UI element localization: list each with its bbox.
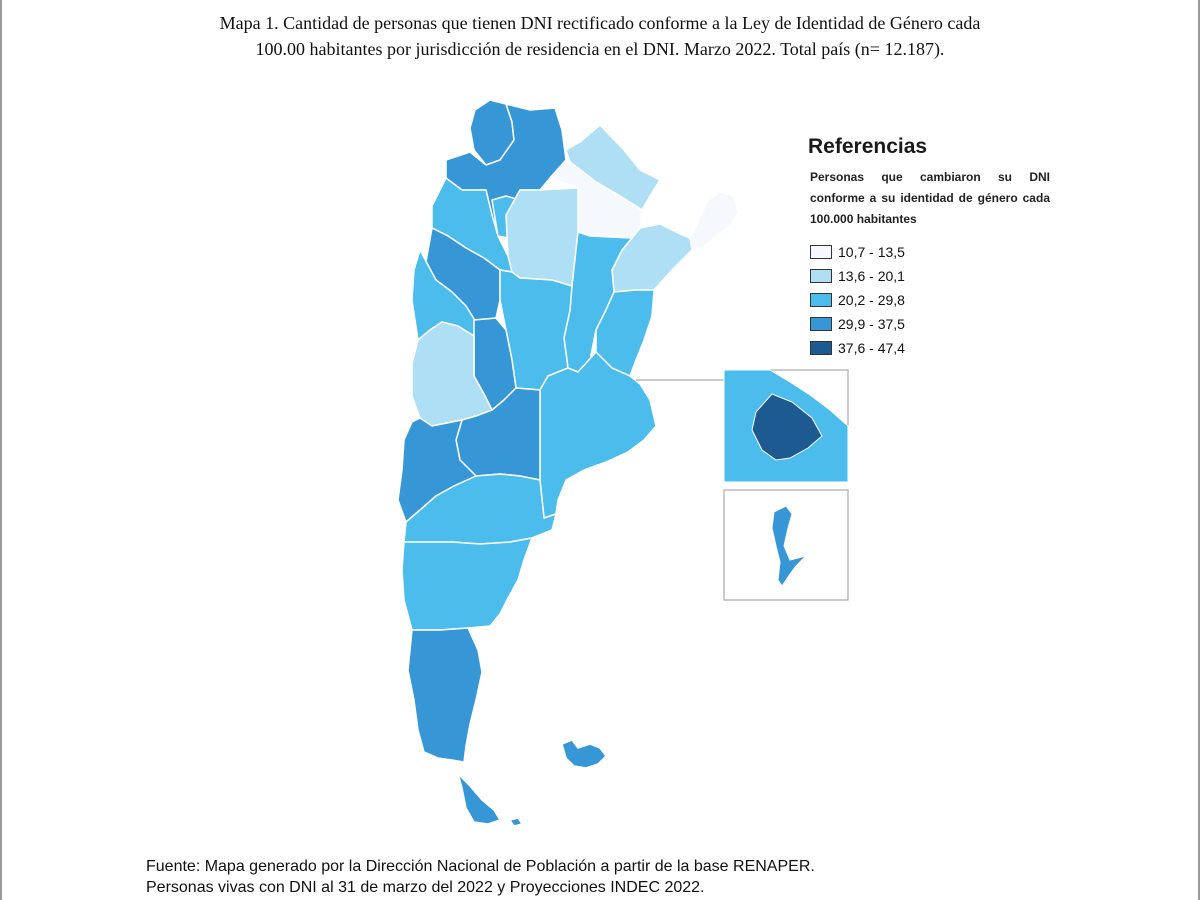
province-misiones[interactable] xyxy=(689,191,739,251)
legend-item: 37,6 - 47,4 xyxy=(810,336,1053,360)
legend-swatch xyxy=(810,269,832,283)
map-legend: Referencias Personas que cambiaron su DN… xyxy=(808,135,1053,360)
legend-item: 13,6 - 20,1 xyxy=(810,264,1053,288)
islas-malvinas-west[interactable] xyxy=(509,817,523,827)
map-title-line-2: 100.00 habitantes por jurisdicción de re… xyxy=(255,39,945,59)
page-right-edge xyxy=(1198,0,1200,900)
map-title-line-1: Mapa 1. Cantidad de personas que tienen … xyxy=(219,13,981,33)
antarctica-inset-islands[interactable] xyxy=(771,505,808,587)
legend-label: 29,9 - 37,5 xyxy=(838,316,905,332)
legend-item: 20,2 - 29,8 xyxy=(810,288,1053,312)
legend-items: 10,7 - 13,5 13,6 - 20,1 20,2 - 29,8 29,9… xyxy=(808,240,1053,360)
province-entre-rios[interactable] xyxy=(595,289,655,377)
province-buenos-aires[interactable] xyxy=(539,351,657,519)
legend-swatch xyxy=(810,245,832,259)
map-source-note: Fuente: Mapa generado por la Dirección N… xyxy=(146,856,1046,898)
map-title: Mapa 1. Cantidad de personas que tienen … xyxy=(150,10,1050,62)
islas-malvinas[interactable] xyxy=(561,739,607,769)
legend-label: 10,7 - 13,5 xyxy=(838,244,905,260)
legend-description: Personas que cambiaron su DNI conforme a… xyxy=(810,170,1050,226)
legend-item: 10,7 - 13,5 xyxy=(810,240,1053,264)
legend-swatch xyxy=(810,341,832,355)
province-tierra-del-fuego[interactable] xyxy=(457,773,501,825)
legend-label: 13,6 - 20,1 xyxy=(838,268,905,284)
legend-swatch xyxy=(810,293,832,307)
page-left-edge xyxy=(0,0,2,900)
legend-label: 37,6 - 47,4 xyxy=(838,340,905,356)
province-chubut[interactable] xyxy=(401,537,533,631)
province-ciudad-autonoma-de-buenos-aires[interactable] xyxy=(751,393,823,461)
province-santa-cruz[interactable] xyxy=(407,627,483,763)
source-line-1: Fuente: Mapa generado por la Dirección N… xyxy=(146,858,815,875)
legend-item: 29,9 - 37,5 xyxy=(810,312,1053,336)
legend-title: Referencias xyxy=(808,135,928,158)
source-line-2: Personas vivas con DNI al 31 de marzo de… xyxy=(146,879,705,896)
province-santiago-del-estero[interactable] xyxy=(505,187,579,287)
legend-swatch xyxy=(810,317,832,331)
legend-label: 20,2 - 29,8 xyxy=(838,292,905,308)
